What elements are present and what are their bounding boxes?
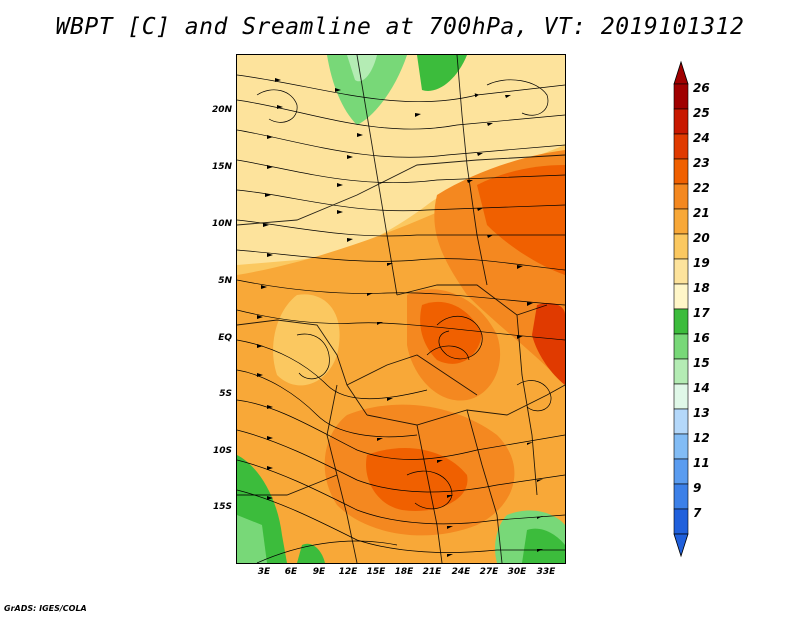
map-panel bbox=[236, 54, 566, 564]
map-title: WBPT [C] and Sreamline at 700hPa, VT: 20… bbox=[55, 14, 745, 40]
lon-tick-9e: 9E bbox=[312, 567, 326, 577]
grads-credit: GrADS: IGES/COLA bbox=[4, 604, 87, 613]
colorbar-level-label: 21 bbox=[693, 206, 710, 220]
colorbar-level-label: 25 bbox=[693, 106, 710, 120]
colorbar-level-label: 9 bbox=[693, 481, 702, 495]
lon-tick-18e: 18E bbox=[394, 567, 414, 577]
colorbar-level-label: 12 bbox=[693, 431, 710, 445]
colorbar-level-label: 19 bbox=[693, 256, 710, 270]
lon-tick-30e: 30E bbox=[507, 567, 527, 577]
colorbar-swatch bbox=[673, 358, 689, 385]
colorbar-level-label: 17 bbox=[693, 306, 710, 320]
colorbar-swatch bbox=[673, 433, 689, 460]
colorbar-swatch bbox=[673, 458, 689, 485]
colorbar-swatch bbox=[673, 158, 689, 185]
colorbar-swatch bbox=[673, 133, 689, 160]
colorbar-level-label: 24 bbox=[693, 131, 710, 145]
colorbar-swatch bbox=[673, 333, 689, 360]
colorbar-swatch bbox=[673, 258, 689, 285]
colorbar-swatch bbox=[673, 283, 689, 310]
colorbar-level-label: 11 bbox=[693, 456, 710, 470]
colorbar-level-label: 14 bbox=[693, 381, 710, 395]
colorbar-level-label: 15 bbox=[693, 356, 710, 370]
colorbar-swatch bbox=[673, 208, 689, 235]
lon-tick-21e: 21E bbox=[422, 567, 442, 577]
colorbar-swatch bbox=[673, 408, 689, 435]
colorbar-swatch bbox=[673, 508, 689, 535]
colorbar-swatch bbox=[673, 308, 689, 335]
colorbar-level-label: 23 bbox=[693, 156, 710, 170]
colorbar-level-label: 13 bbox=[693, 406, 710, 420]
lon-tick-27e: 27E bbox=[479, 567, 499, 577]
lon-tick-24e: 24E bbox=[451, 567, 471, 577]
colorbar-level-label: 22 bbox=[693, 181, 710, 195]
colorbar-level-label: 16 bbox=[693, 331, 710, 345]
lon-tick-6e: 6E bbox=[284, 567, 298, 577]
lat-tick-15n: 15N bbox=[211, 162, 232, 172]
colorbar-level-label: 7 bbox=[693, 506, 702, 520]
lat-tick-5s: 5S bbox=[219, 389, 232, 399]
lat-tick-10s: 10S bbox=[212, 446, 232, 456]
colorbar-swatch bbox=[673, 83, 689, 110]
colorbar-bottom-arrow bbox=[673, 533, 689, 558]
colorbar-level-label: 20 bbox=[693, 231, 710, 245]
lat-tick-5n: 5N bbox=[218, 276, 232, 286]
colorbar-swatch bbox=[673, 483, 689, 510]
colorbar-swatch bbox=[673, 183, 689, 210]
lon-tick-3e: 3E bbox=[257, 567, 271, 577]
lat-tick-15s: 15S bbox=[212, 502, 232, 512]
lon-tick-12e: 12E bbox=[338, 567, 358, 577]
lat-tick-20n: 20N bbox=[211, 105, 232, 115]
colorbar-level-label: 18 bbox=[693, 281, 710, 295]
lon-tick-15e: 15E bbox=[366, 567, 386, 577]
colorbar-swatch bbox=[673, 233, 689, 260]
lon-tick-33e: 33E bbox=[536, 567, 556, 577]
colorbar-swatch bbox=[673, 108, 689, 135]
lat-tick-10n: 10N bbox=[211, 219, 232, 229]
colorbar-level-label: 26 bbox=[693, 81, 710, 95]
colorbar-top-arrow bbox=[673, 60, 689, 85]
lat-tick-eq: EQ bbox=[218, 333, 232, 343]
wbpt-shaded-map bbox=[237, 55, 565, 563]
colorbar-swatch bbox=[673, 383, 689, 410]
